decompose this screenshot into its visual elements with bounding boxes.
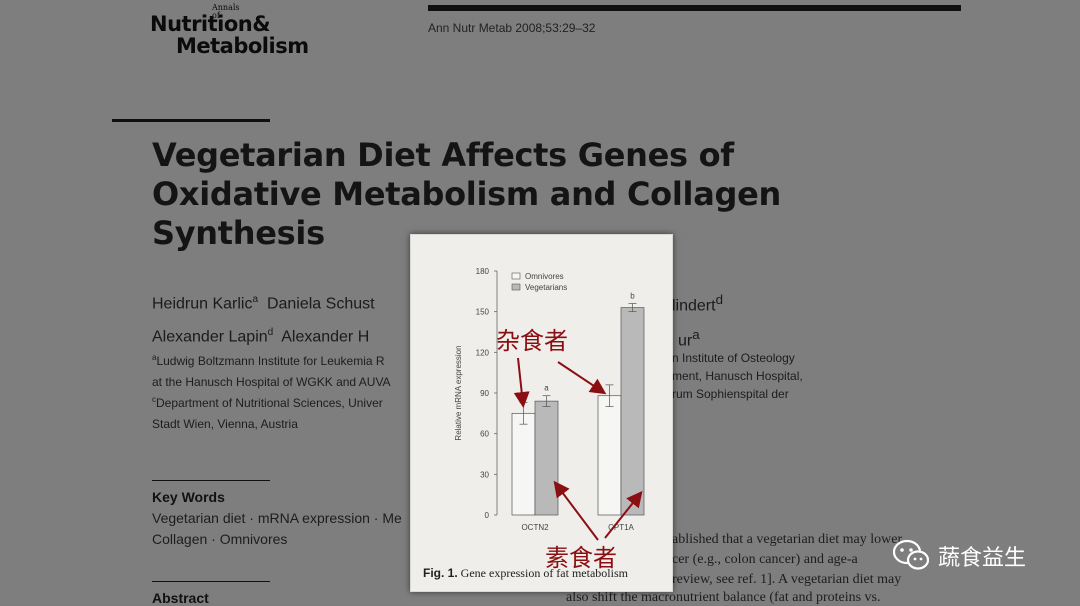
figure-popup: 0 30 60 90 120 150 180 Relative mRNA expression… (410, 234, 673, 592)
journal-logo-small: Annals of (212, 3, 240, 20)
watermark-text: 蔬食益生 (938, 546, 1027, 571)
journal-citation: Ann Nutr Metab 2008;53:29–32 (428, 21, 596, 35)
affiliations-right: n Institute of Osteology ment, Hanusch H… (672, 351, 803, 401)
category-label: OCTN2 (521, 523, 549, 532)
arrow-to-vegetarian-octn2 (553, 480, 599, 541)
wechat-icon (892, 539, 930, 570)
abstract-rule (152, 581, 270, 582)
figure-caption: Fig. 1. Gene expression of fat metabolis… (423, 566, 628, 580)
watermark: 蔬食益生 (892, 538, 1026, 574)
y-axis-label: Relative mRNA expression (454, 345, 463, 440)
keywords-heading: Key Words (152, 489, 225, 505)
intro-text: ablished that a vegetarian diet may lowe… (672, 532, 903, 587)
journal-logo-line1: Nutrition& (150, 12, 271, 36)
omnivore-annotation: 杂食者 (496, 327, 568, 355)
y-tick-label: 150 (476, 308, 490, 317)
y-tick-label: 120 (476, 348, 490, 357)
legend-label: Vegetarians (525, 283, 567, 292)
legend-label: Omnivores (525, 272, 564, 281)
title-line: Vegetarian Diet Affects Genes of (152, 136, 734, 174)
keywords-rule (152, 480, 270, 481)
arrow-to-omnivore-octn2 (513, 357, 530, 408)
legend-swatch (511, 272, 521, 280)
abstract-heading: Abstract (152, 590, 209, 606)
bar-label: b (630, 292, 635, 301)
affiliations: aLudwig Boltzmann Institute for Leukemia… (152, 353, 391, 431)
article-title: Vegetarian Diet Affects Genes of Oxidati… (152, 136, 852, 253)
y-tick-label: 90 (480, 389, 489, 398)
author-list-right: lindertd ura (672, 292, 723, 350)
category-label: CPT1A (608, 523, 634, 532)
journal-logo-line2: Metabolism (176, 34, 309, 58)
bar-label: a (544, 384, 549, 393)
y-tick-label: 30 (480, 470, 489, 479)
arrow-to-omnivore-cpt1a (557, 361, 607, 395)
title-rule (112, 119, 270, 122)
y-tick-label: 0 (485, 511, 490, 520)
y-tick-label: 60 (480, 430, 489, 439)
arrow-to-vegetarian-cpt1a (604, 490, 643, 539)
author-line: Heidrun Karlica Daniela Schust (152, 294, 375, 313)
title-line: Synthesis (152, 214, 325, 252)
title-line: Oxidative Metabolism and Collagen (152, 175, 781, 213)
y-tick-label: 180 (476, 267, 490, 276)
keywords-text: Vegetarian diet · mRNA expression · Me C… (152, 510, 402, 547)
intro-last-line: also shift the macronutrient balance (fa… (566, 590, 881, 605)
bar-chart: 0 30 60 90 120 150 180 Relative mRNA expression… (454, 267, 645, 532)
author-line: Alexander Lapind Alexander H (152, 327, 370, 346)
author-list: Heidrun Karlica Daniela Schust Alexander… (152, 285, 375, 352)
header-rule (428, 5, 961, 11)
legend-swatch (511, 283, 521, 291)
vegetarian-annotation: 素食者 (545, 544, 617, 572)
